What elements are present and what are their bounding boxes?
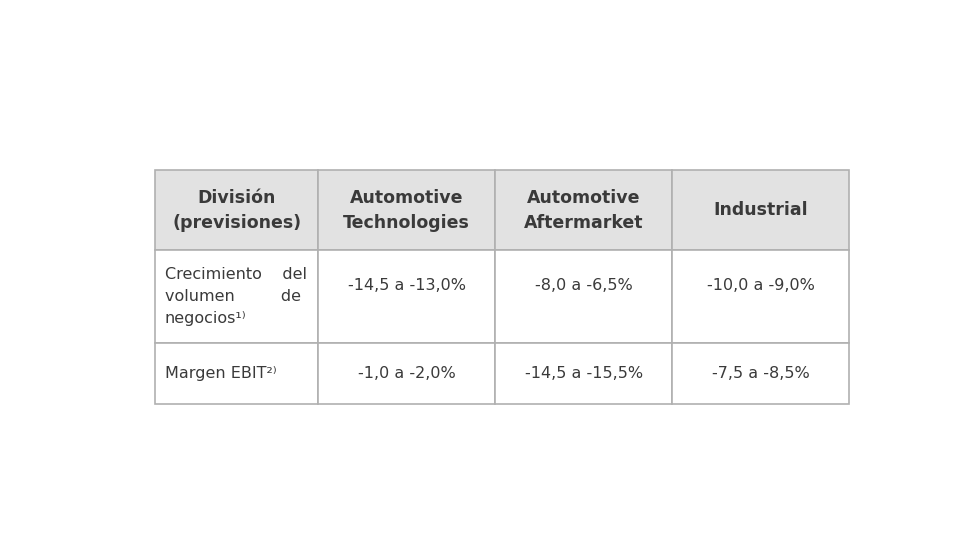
Text: -14,5 a -15,5%: -14,5 a -15,5% xyxy=(524,366,643,381)
Bar xyxy=(495,250,672,343)
Bar xyxy=(672,250,850,343)
Text: -14,5 a -13,0%: -14,5 a -13,0% xyxy=(348,278,466,293)
Bar xyxy=(495,170,672,250)
Bar xyxy=(318,170,495,250)
Text: Crecimiento    del
volumen         de
negocios¹⁾: Crecimiento del volumen de negocios¹⁾ xyxy=(165,267,307,326)
Bar xyxy=(155,170,318,250)
Bar xyxy=(318,250,495,343)
Text: División
(previsiones): División (previsiones) xyxy=(172,189,301,231)
Bar xyxy=(155,250,318,343)
Text: Industrial: Industrial xyxy=(713,201,808,219)
Bar xyxy=(672,343,850,404)
Text: -1,0 a -2,0%: -1,0 a -2,0% xyxy=(358,366,456,381)
Text: Automotive
Technologies: Automotive Technologies xyxy=(343,189,470,231)
Bar xyxy=(672,170,850,250)
Text: Automotive
Aftermarket: Automotive Aftermarket xyxy=(524,189,644,231)
Text: Margen EBIT²⁾: Margen EBIT²⁾ xyxy=(165,366,276,381)
Bar xyxy=(495,343,672,404)
Bar xyxy=(318,343,495,404)
Text: -10,0 a -9,0%: -10,0 a -9,0% xyxy=(707,278,814,293)
Text: -7,5 a -8,5%: -7,5 a -8,5% xyxy=(712,366,809,381)
Text: -8,0 a -6,5%: -8,0 a -6,5% xyxy=(535,278,633,293)
Bar xyxy=(155,343,318,404)
